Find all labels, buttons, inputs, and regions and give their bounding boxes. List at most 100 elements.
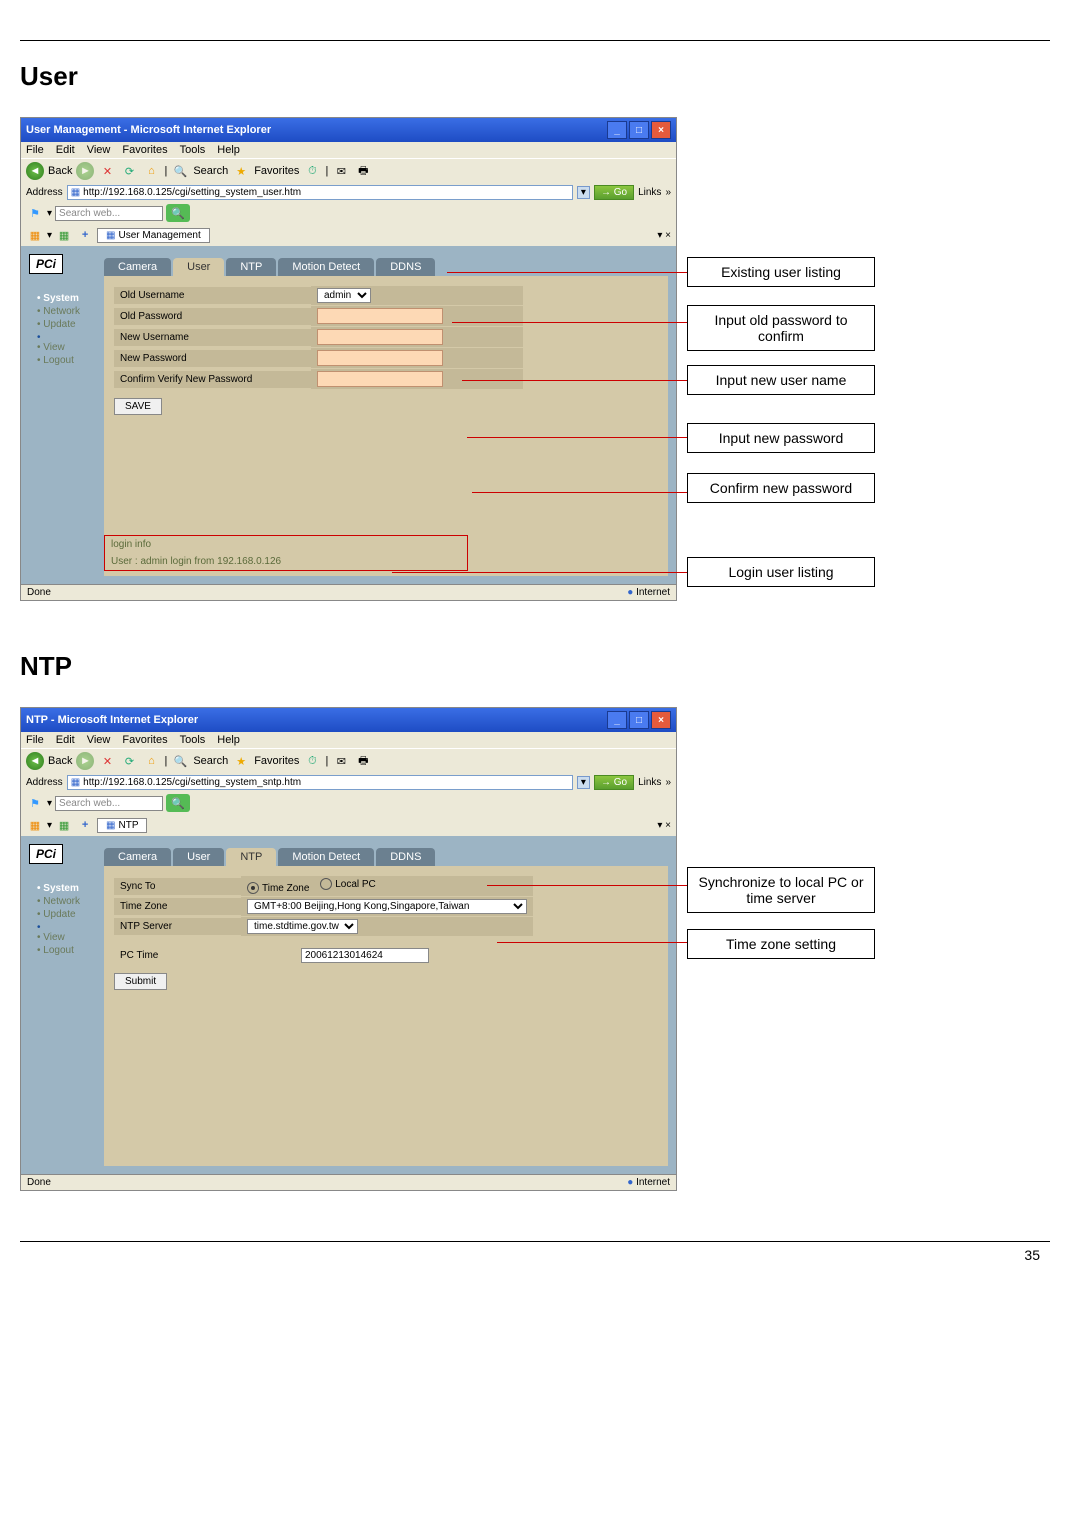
home-icon[interactable]: ⌂ (142, 162, 160, 180)
back-icon[interactable]: ◄ (26, 752, 44, 770)
go-button[interactable]: → Go (594, 185, 634, 200)
sidebar-update[interactable]: Update (29, 909, 80, 920)
links-chevron-icon[interactable]: » (665, 777, 671, 788)
stop-icon[interactable]: ✕ (98, 162, 116, 180)
maximize-button[interactable]: □ (629, 711, 649, 729)
maximize-button[interactable]: □ (629, 121, 649, 139)
search-label[interactable]: Search (193, 755, 228, 767)
close-button[interactable]: × (651, 711, 671, 729)
close-button[interactable]: × (651, 121, 671, 139)
tab-user[interactable]: User (173, 848, 224, 866)
address-input[interactable]: ▦ http://192.168.0.125/cgi/setting_syste… (67, 185, 573, 200)
sidebar-network[interactable]: Network (29, 306, 80, 317)
new-password-input[interactable] (317, 350, 443, 366)
print-icon[interactable]: 🖶 (354, 162, 372, 180)
confirm-password-input[interactable] (317, 371, 443, 387)
search-web-input[interactable]: Search web... (55, 796, 163, 811)
timezone-select[interactable]: GMT+8:00 Beijing,Hong Kong,Singapore,Tai… (247, 899, 527, 914)
tab-ddns[interactable]: DDNS (376, 848, 435, 866)
home-icon[interactable]: ⌂ (142, 752, 160, 770)
msn-icon[interactable]: ⚑ (26, 204, 44, 222)
menu-file[interactable]: File (26, 734, 44, 746)
favorites-icon[interactable]: ★ (232, 162, 250, 180)
tab-motion-detect[interactable]: Motion Detect (278, 258, 374, 276)
menu-edit[interactable]: Edit (56, 734, 75, 746)
favorites-label[interactable]: Favorites (254, 755, 299, 767)
sidebar-network[interactable]: Network (29, 896, 80, 907)
sidebar-logout[interactable]: Logout (29, 945, 80, 956)
menu-help[interactable]: Help (217, 144, 240, 156)
pc-time-input[interactable] (301, 948, 429, 963)
menu-view[interactable]: View (87, 144, 111, 156)
search-label[interactable]: Search (193, 165, 228, 177)
addr-dropdown-icon[interactable]: ▾ (577, 776, 590, 789)
menu-view[interactable]: View (87, 734, 111, 746)
menu-tools[interactable]: Tools (180, 144, 206, 156)
print-icon[interactable]: 🖶 (354, 752, 372, 770)
refresh-icon[interactable]: ⟳ (120, 162, 138, 180)
tab-motion-detect[interactable]: Motion Detect (278, 848, 374, 866)
new-tab-icon[interactable]: ▦ (55, 226, 73, 244)
submit-button[interactable]: Submit (114, 973, 167, 990)
refresh-icon[interactable]: ⟳ (120, 752, 138, 770)
stop-icon[interactable]: ✕ (98, 752, 116, 770)
sidebar-system[interactable]: System (29, 293, 80, 304)
add-tab-icon[interactable]: + (76, 816, 94, 834)
tab-dropdown-icon[interactable]: ▾ × (657, 820, 671, 831)
tab-camera[interactable]: Camera (104, 848, 171, 866)
sidebar-system[interactable]: System (29, 883, 80, 894)
tab-dropdown-icon[interactable]: ▾ × (657, 230, 671, 241)
search-icon[interactable]: 🔍 (171, 752, 189, 770)
ntp-server-select[interactable]: time.stdtime.gov.tw (247, 919, 358, 934)
search-icon[interactable]: 🔍 (171, 162, 189, 180)
save-button[interactable]: SAVE (114, 398, 162, 415)
favorites-label[interactable]: Favorites (254, 165, 299, 177)
back-icon[interactable]: ◄ (26, 162, 44, 180)
browser-tab[interactable]: ▦ NTP (97, 818, 147, 833)
back-label[interactable]: Back (48, 755, 72, 767)
tab-ntp[interactable]: NTP (226, 848, 276, 866)
menu-file[interactable]: File (26, 144, 44, 156)
radio-localpc[interactable]: Local PC (320, 878, 376, 890)
mail-icon[interactable]: ✉ (332, 162, 350, 180)
forward-icon[interactable]: ► (76, 162, 94, 180)
address-input[interactable]: ▦ http://192.168.0.125/cgi/setting_syste… (67, 775, 573, 790)
links-chevron-icon[interactable]: » (665, 187, 671, 198)
back-label[interactable]: Back (48, 165, 72, 177)
sidebar-update[interactable]: Update (29, 319, 80, 330)
tab-icon[interactable]: ▦ (26, 816, 44, 834)
tab-icon[interactable]: ▦ (26, 226, 44, 244)
search-web-input[interactable]: Search web... (55, 206, 163, 221)
menu-favorites[interactable]: Favorites (122, 734, 167, 746)
new-tab-icon[interactable]: ▦ (55, 816, 73, 834)
tab-ddns[interactable]: DDNS (376, 258, 435, 276)
msn-icon[interactable]: ⚑ (26, 794, 44, 812)
links-label[interactable]: Links (638, 187, 661, 198)
addr-dropdown-icon[interactable]: ▾ (577, 186, 590, 199)
sidebar-view[interactable]: View (29, 342, 80, 353)
menu-favorites[interactable]: Favorites (122, 144, 167, 156)
add-tab-icon[interactable]: + (76, 226, 94, 244)
go-button[interactable]: → Go (594, 775, 634, 790)
favorites-icon[interactable]: ★ (232, 752, 250, 770)
history-icon[interactable]: ⏱ (303, 162, 321, 180)
search-go-icon[interactable]: 🔍 (166, 794, 190, 812)
browser-tab[interactable]: ▦ User Management (97, 228, 210, 243)
tab-ntp[interactable]: NTP (226, 258, 276, 276)
minimize-button[interactable]: _ (607, 121, 627, 139)
links-label[interactable]: Links (638, 777, 661, 788)
tab-user[interactable]: User (173, 258, 224, 276)
menu-tools[interactable]: Tools (180, 734, 206, 746)
radio-timezone[interactable]: Time Zone (247, 882, 309, 894)
minimize-button[interactable]: _ (607, 711, 627, 729)
history-icon[interactable]: ⏱ (303, 752, 321, 770)
menu-edit[interactable]: Edit (56, 144, 75, 156)
forward-icon[interactable]: ► (76, 752, 94, 770)
menu-help[interactable]: Help (217, 734, 240, 746)
mail-icon[interactable]: ✉ (332, 752, 350, 770)
sidebar-view[interactable]: View (29, 932, 80, 943)
old-username-select[interactable]: admin (317, 288, 371, 303)
search-go-icon[interactable]: 🔍 (166, 204, 190, 222)
new-username-input[interactable] (317, 329, 443, 345)
sidebar-logout[interactable]: Logout (29, 355, 80, 366)
